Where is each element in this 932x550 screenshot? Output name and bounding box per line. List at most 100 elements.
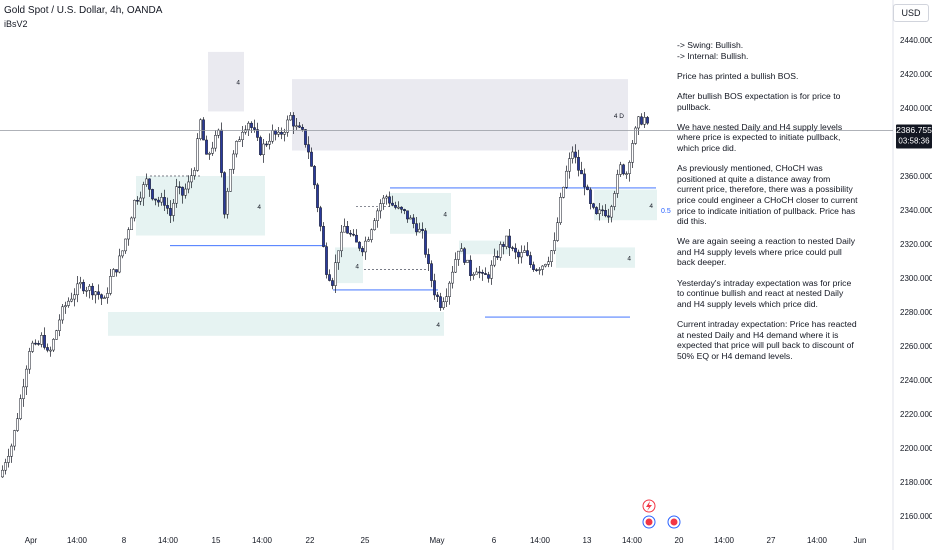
candle-134	[403, 208, 406, 215]
candle-body-97	[292, 115, 295, 127]
candle-139	[418, 222, 421, 233]
candle-body-165	[496, 255, 499, 258]
candle-body-206	[619, 164, 622, 175]
candle-body-172	[517, 251, 520, 258]
candle-body-130	[391, 202, 394, 206]
candle-136	[409, 215, 412, 220]
symbol-title[interactable]: Gold Spot / U.S. Dollar, 4h, OANDA	[4, 5, 163, 16]
candle-body-91	[274, 130, 277, 135]
candle-40	[121, 250, 124, 259]
candle-body-98	[295, 125, 298, 128]
candle-body-125	[376, 210, 379, 222]
price-tick-2: 2200.000	[900, 444, 932, 453]
candle-163	[490, 260, 493, 285]
candle-64	[193, 167, 196, 180]
candle-22	[67, 297, 70, 308]
candle-body-77	[232, 153, 235, 170]
candle-179	[538, 267, 541, 275]
candle-32	[97, 284, 100, 300]
candle-body-144	[433, 280, 436, 296]
candle-27	[82, 279, 85, 294]
candle-66	[199, 118, 202, 141]
candle-body-83	[250, 122, 253, 128]
candle-107	[322, 222, 325, 248]
candle-80	[241, 126, 244, 147]
candle-146	[439, 292, 442, 311]
candle-body-188	[565, 170, 568, 188]
candle-126	[379, 199, 382, 219]
candle-body-30	[91, 285, 94, 296]
candle-body-200	[601, 209, 604, 212]
candle-129	[388, 191, 391, 207]
candle-48	[145, 173, 148, 187]
candle-181	[544, 263, 547, 268]
candle-138	[415, 216, 418, 236]
note-supply: We have nested Daily and H4 supply level…	[677, 121, 843, 153]
candle-body-121	[364, 240, 367, 253]
price-tick-7: 2300.000	[900, 274, 932, 283]
candle-15	[46, 343, 49, 353]
candle-127	[382, 195, 385, 210]
candle-50	[151, 188, 154, 201]
candle-body-51	[154, 198, 157, 201]
candle-body-59	[178, 186, 181, 188]
candle-body-196	[589, 189, 592, 204]
candle-17	[52, 338, 55, 352]
note-choch: As previously mentioned, CHoCH was posit…	[677, 163, 858, 227]
candle-116	[349, 230, 352, 237]
candle-206	[619, 161, 622, 177]
indicator-name[interactable]: iBsV2	[4, 19, 28, 29]
zone-label-4: 4	[355, 263, 359, 270]
candle-body-74	[223, 172, 226, 215]
candle-11	[34, 339, 37, 346]
candle-23	[70, 292, 73, 303]
candle-187	[562, 186, 565, 199]
candle-196	[589, 187, 592, 210]
candle-31	[94, 291, 97, 304]
candle-25	[76, 275, 79, 303]
time-axis[interactable]: Apr 14:00 8 14:00 15 14:00 22 25 May 6 14:00 13 14:0…	[25, 536, 867, 545]
note-swing: -> Swing: Bullish.	[677, 40, 744, 50]
time-tick-3: 14:00	[158, 536, 179, 545]
candle-body-76	[229, 168, 232, 192]
price-tick-9: 2340.000	[900, 206, 932, 215]
candle-184	[553, 232, 556, 255]
candle-body-187	[562, 186, 565, 198]
candle-body-103	[310, 151, 313, 167]
candle-body-14	[43, 335, 46, 348]
price-axis[interactable]: 2160.000 2180.000 2200.000 2220.000 2240.000…	[900, 36, 932, 521]
candle-177	[532, 261, 535, 272]
candle-body-106	[319, 207, 322, 227]
candle-102	[307, 136, 310, 159]
candle-0	[1, 465, 4, 478]
time-tick-9: 6	[492, 536, 497, 545]
price-tick-4: 2240.000	[900, 376, 932, 385]
candle-189	[568, 152, 571, 179]
candle-60	[181, 186, 184, 204]
candle-8	[25, 365, 28, 395]
candle-body-62	[187, 181, 190, 190]
candle-209	[628, 160, 631, 182]
candle-body-47	[142, 184, 145, 199]
candle-body-17	[52, 339, 55, 351]
note-internal: -> Internal: Bullish.	[677, 50, 749, 61]
currency-button[interactable]: USD	[893, 4, 929, 22]
candle-98	[295, 117, 298, 130]
candle-79	[238, 136, 241, 142]
candle-body-204	[613, 193, 616, 207]
event-icons[interactable]	[642, 499, 681, 529]
candle-body-39	[118, 255, 121, 273]
candle-body-160	[481, 271, 484, 274]
candles-layer	[1, 111, 649, 478]
candle-164	[493, 248, 496, 268]
zone-label-2: 4	[436, 322, 440, 329]
candle-26	[79, 276, 82, 289]
candle-135	[406, 210, 409, 223]
candle-body-23	[70, 298, 73, 302]
candle-body-119	[358, 241, 361, 249]
candle-30	[91, 283, 94, 300]
candle-body-181	[544, 264, 547, 267]
candle-185	[556, 217, 559, 242]
candle-43	[130, 216, 133, 231]
